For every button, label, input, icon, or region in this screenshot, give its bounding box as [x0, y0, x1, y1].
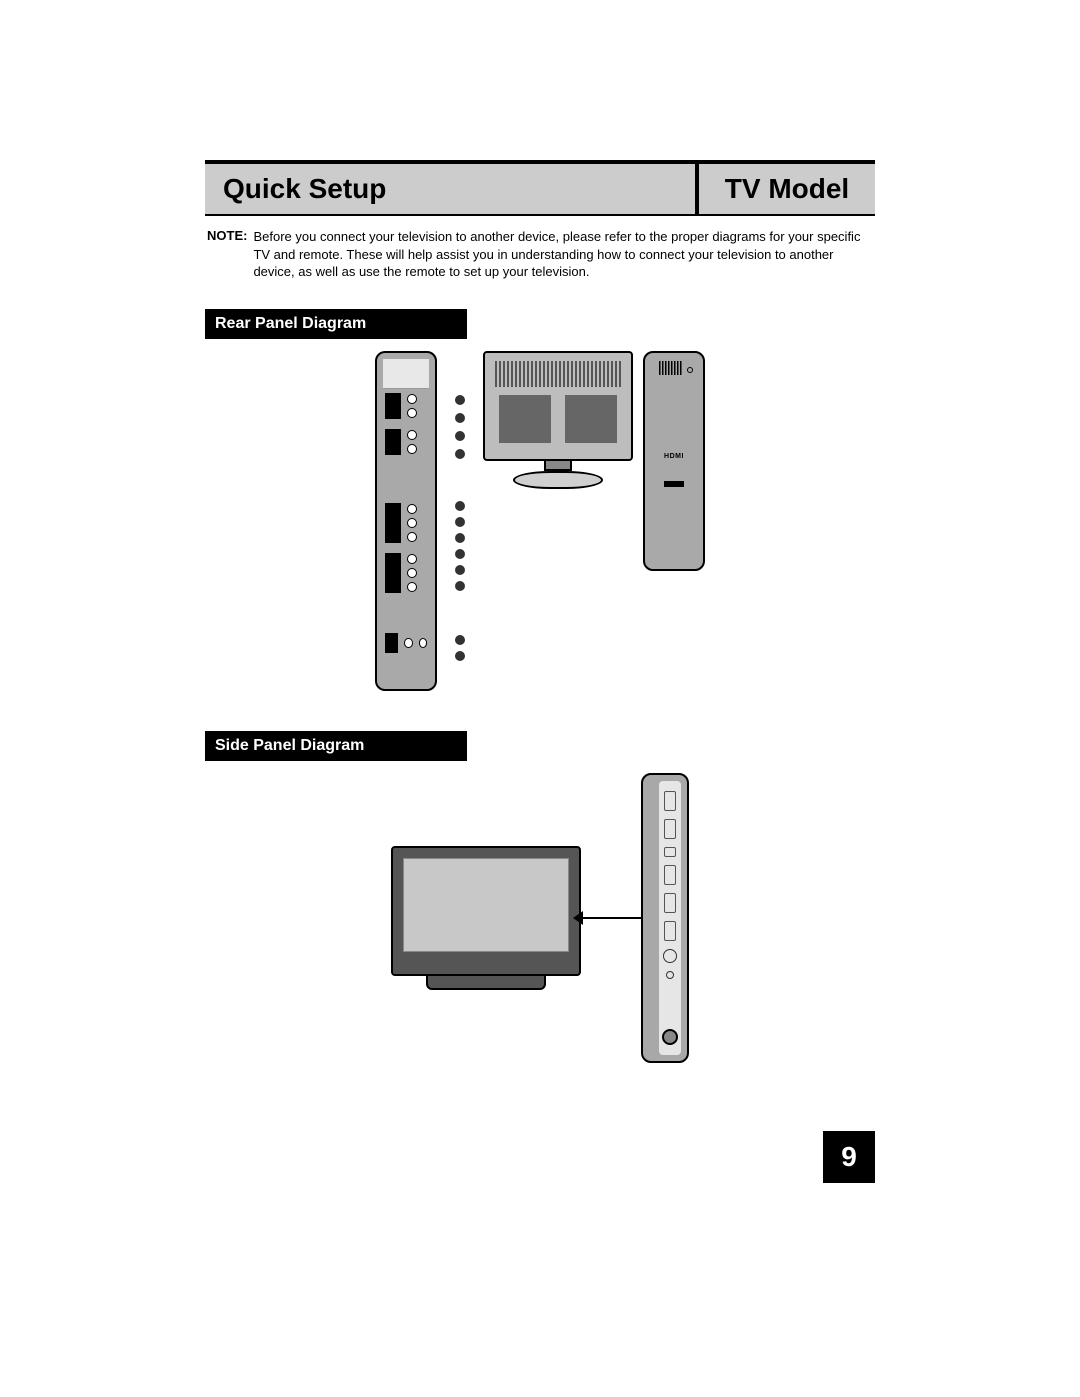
- rear-left-connector-panel: [375, 351, 437, 691]
- section-heading-side: Side Panel Diagram: [205, 731, 467, 761]
- tv-rear-view: [483, 351, 633, 489]
- page-number: 9: [823, 1131, 875, 1183]
- tv-front-view: [391, 846, 581, 990]
- section-heading-rear: Rear Panel Diagram: [205, 309, 467, 339]
- hdmi-label: HDMI: [664, 453, 684, 460]
- header-bar: Quick Setup TV Model: [205, 160, 875, 216]
- note-block: NOTE: Before you connect your television…: [205, 228, 875, 281]
- side-panel-diagram: [205, 773, 875, 1063]
- header-title-left: Quick Setup: [205, 164, 695, 214]
- header-title-right: TV Model: [695, 164, 875, 214]
- rear-mid-connector-column: [447, 351, 473, 691]
- note-text: Before you connect your television to an…: [253, 228, 875, 281]
- rear-panel-diagram: HDMI: [205, 351, 875, 691]
- rear-right-hdmi-panel: HDMI: [643, 351, 705, 571]
- pointer-arrow-icon: [581, 917, 641, 919]
- page: Quick Setup TV Model NOTE: Before you co…: [205, 160, 875, 1063]
- side-connector-panel: [641, 773, 689, 1063]
- note-label: NOTE:: [207, 228, 247, 281]
